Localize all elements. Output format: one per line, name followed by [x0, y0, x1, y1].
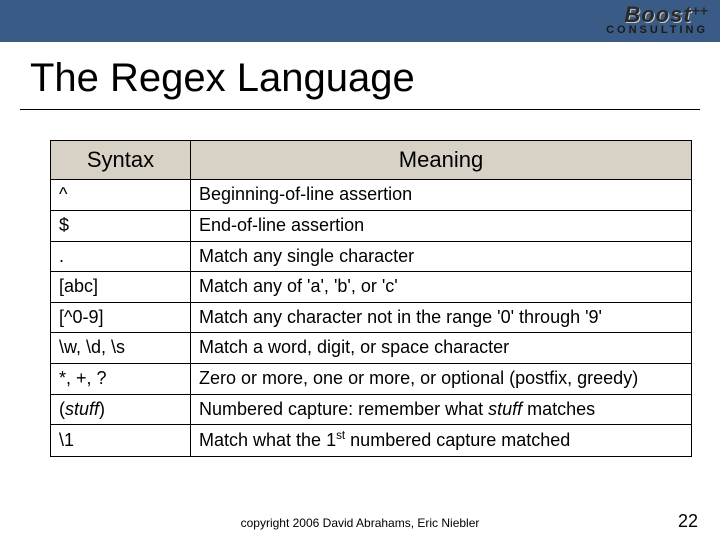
logo: Boost++ CONSULTING — [606, 2, 708, 36]
regex-table-wrap: Syntax Meaning ^ Beginning-of-line asser… — [0, 110, 720, 457]
cell-syntax: ^ — [51, 180, 191, 211]
cell-syntax: . — [51, 241, 191, 272]
cell-syntax: (stuff) — [51, 394, 191, 425]
cell-syntax: $ — [51, 210, 191, 241]
slide-title: The Regex Language — [0, 42, 720, 109]
copyright-footer: copyright 2006 David Abrahams, Eric Nieb… — [0, 516, 720, 530]
table-row: *, +, ? Zero or more, one or more, or op… — [51, 363, 692, 394]
table-row: . Match any single character — [51, 241, 692, 272]
cell-syntax: [^0-9] — [51, 302, 191, 333]
cell-meaning: Beginning-of-line assertion — [191, 180, 692, 211]
table-row: \1 Match what the 1st numbered capture m… — [51, 425, 692, 457]
cell-meaning: Match any character not in the range '0'… — [191, 302, 692, 333]
table-row: $ End-of-line assertion — [51, 210, 692, 241]
cell-syntax: \w, \d, \s — [51, 333, 191, 364]
table-row: [abc] Match any of 'a', 'b', or 'c' — [51, 272, 692, 303]
header-syntax: Syntax — [51, 141, 191, 180]
top-bar: Boost++ CONSULTING — [0, 0, 720, 42]
cell-meaning: End-of-line assertion — [191, 210, 692, 241]
table-header-row: Syntax Meaning — [51, 141, 692, 180]
cell-syntax: \1 — [51, 425, 191, 457]
table-row: \w, \d, \s Match a word, digit, or space… — [51, 333, 692, 364]
cell-meaning: Numbered capture: remember what stuff ma… — [191, 394, 692, 425]
cell-meaning: Match any single character — [191, 241, 692, 272]
cell-meaning: Match what the 1st numbered capture matc… — [191, 425, 692, 457]
table-row: [^0-9] Match any character not in the ra… — [51, 302, 692, 333]
logo-subtitle: CONSULTING — [606, 24, 708, 36]
cell-meaning: Zero or more, one or more, or optional (… — [191, 363, 692, 394]
table-row: (stuff) Numbered capture: remember what … — [51, 394, 692, 425]
header-meaning: Meaning — [191, 141, 692, 180]
cell-syntax: [abc] — [51, 272, 191, 303]
cell-meaning: Match any of 'a', 'b', or 'c' — [191, 272, 692, 303]
cell-meaning: Match a word, digit, or space character — [191, 333, 692, 364]
slide-number: 22 — [678, 511, 698, 532]
table-row: ^ Beginning-of-line assertion — [51, 180, 692, 211]
regex-table: Syntax Meaning ^ Beginning-of-line asser… — [50, 140, 692, 457]
logo-suffix: ++ — [692, 3, 708, 19]
cell-syntax: *, +, ? — [51, 363, 191, 394]
